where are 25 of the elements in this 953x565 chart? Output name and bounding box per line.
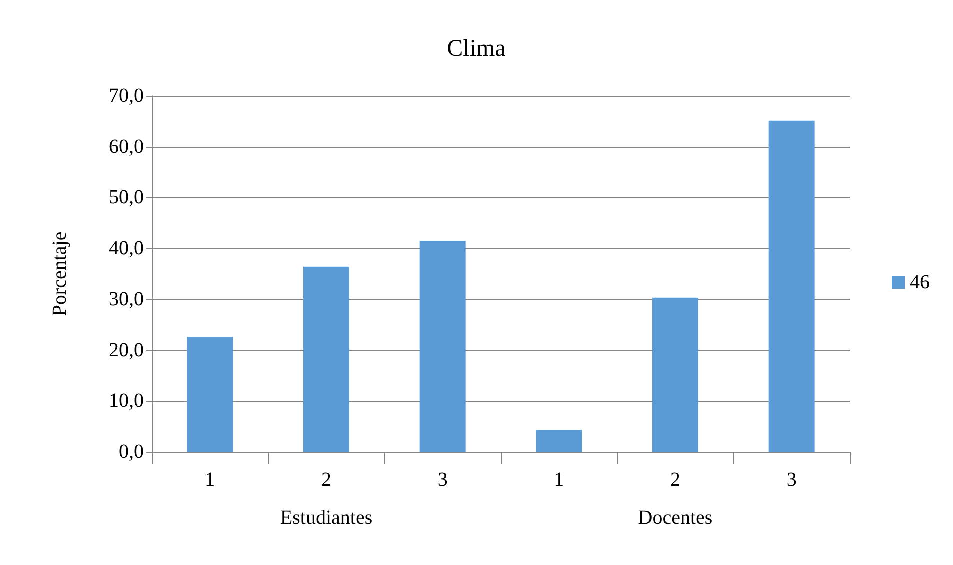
bar — [304, 266, 350, 452]
y-tick-label: 0,0 — [119, 441, 144, 463]
bar — [420, 240, 466, 452]
legend-label: 46 — [910, 272, 930, 294]
x-tick-label: 3 — [786, 469, 797, 491]
x-tick-label: 1 — [554, 469, 564, 491]
bar — [652, 298, 698, 452]
x-tick-label: 2 — [670, 469, 680, 491]
y-tick-label: 40,0 — [109, 238, 144, 260]
x-tick-label: 3 — [438, 469, 448, 491]
y-tick-label: 50,0 — [109, 186, 144, 209]
y-axis-title: Porcentaje — [49, 232, 71, 316]
bar — [187, 337, 234, 452]
y-tick-label: 10,0 — [109, 390, 144, 412]
y-tick-label: 30,0 — [109, 288, 144, 310]
bar — [768, 120, 815, 452]
y-tick-label: 60,0 — [109, 136, 144, 158]
bar — [536, 430, 582, 452]
y-tick-label: 20,0 — [109, 339, 144, 362]
x-tick-label: 1 — [205, 469, 216, 491]
text: Docentes — [638, 507, 713, 529]
y-tick-label: 70,0 — [109, 85, 144, 107]
x-tick-label: 2 — [322, 469, 332, 491]
chart-title: Clima — [447, 36, 506, 62]
text: Estudiantes — [280, 507, 373, 529]
